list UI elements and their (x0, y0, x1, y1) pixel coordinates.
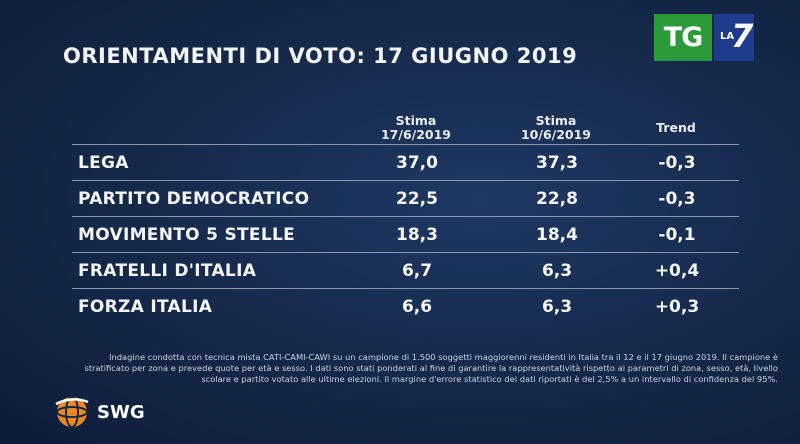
column-header-line1: Stima (535, 113, 577, 128)
tg-la7-logo: TG LA 7 (654, 14, 754, 61)
column-header-trend: Trend (631, 121, 721, 135)
stima-17-value: 6,7 (401, 261, 433, 281)
trend-value: +0,3 (654, 297, 700, 317)
table-row: MOVIMENTO 5 STELLE 18,3 18,4 -0,1 (72, 216, 739, 252)
trend-value: -0,3 (658, 189, 696, 209)
stima-17-value: 22,5 (396, 189, 438, 209)
table-row: FORZA ITALIA 6,6 6,3 +0,3 (72, 288, 739, 324)
table-row: LEGA 37,0 37,3 -0,3 (72, 144, 739, 180)
methodology-footnote: Indagine condotta con tecnica mista CATI… (60, 352, 778, 385)
stima-10-value: 37,3 (536, 153, 578, 173)
party-name: FRATELLI D'ITALIA (78, 261, 257, 281)
tg-logo-text: TG (654, 14, 712, 61)
party-name: LEGA (78, 153, 129, 173)
globe-icon (55, 396, 89, 428)
stima-10-value: 6,3 (541, 261, 573, 281)
stima-10-value: 22,8 (536, 189, 578, 209)
party-name: MOVIMENTO 5 STELLE (78, 225, 295, 245)
stima-10-value: 18,4 (536, 225, 578, 245)
column-header-stima-17: Stima 17/6/2019 (371, 114, 461, 142)
stima-17-value: 6,6 (401, 297, 433, 317)
la7-logo-block: LA 7 (714, 14, 754, 61)
trend-value: -0,1 (658, 225, 696, 245)
la-logo-text: LA (720, 31, 735, 42)
seven-logo-text: 7 (731, 17, 754, 55)
stima-17-value: 37,0 (396, 153, 438, 173)
stima-10-value: 6,3 (541, 297, 573, 317)
trend-value: -0,3 (658, 153, 696, 173)
party-name: FORZA ITALIA (78, 297, 213, 317)
column-header-line2: 17/6/2019 (380, 127, 451, 142)
table-row: FRATELLI D'ITALIA 6,7 6,3 +0,4 (72, 252, 739, 288)
table-row: PARTITO DEMOCRATICO 22,5 22,8 -0,3 (72, 180, 739, 216)
footnote-line: stratificato per zona e prevede quote pe… (84, 363, 778, 373)
footnote-line: scolare e partito votato alle ultime ele… (201, 374, 778, 384)
swg-logo-text: SWG (97, 402, 145, 423)
trend-value: +0,4 (654, 261, 700, 281)
column-header-line2: 10/6/2019 (520, 127, 591, 142)
party-name: PARTITO DEMOCRATICO (78, 189, 310, 209)
column-header-stima-10: Stima 10/6/2019 (511, 114, 601, 142)
swg-logo: SWG (53, 394, 163, 430)
column-header-line1: Stima (395, 113, 437, 128)
page-title: ORIENTAMENTI DI VOTO: 17 GIUGNO 2019 (63, 44, 578, 68)
footnote-line: Indagine condotta con tecnica mista CATI… (109, 352, 778, 362)
column-header-line1: Trend (656, 120, 696, 135)
poll-table: LEGA 37,0 37,3 -0,3 PARTITO DEMOCRATICO … (72, 144, 739, 324)
stima-17-value: 18,3 (396, 225, 438, 245)
